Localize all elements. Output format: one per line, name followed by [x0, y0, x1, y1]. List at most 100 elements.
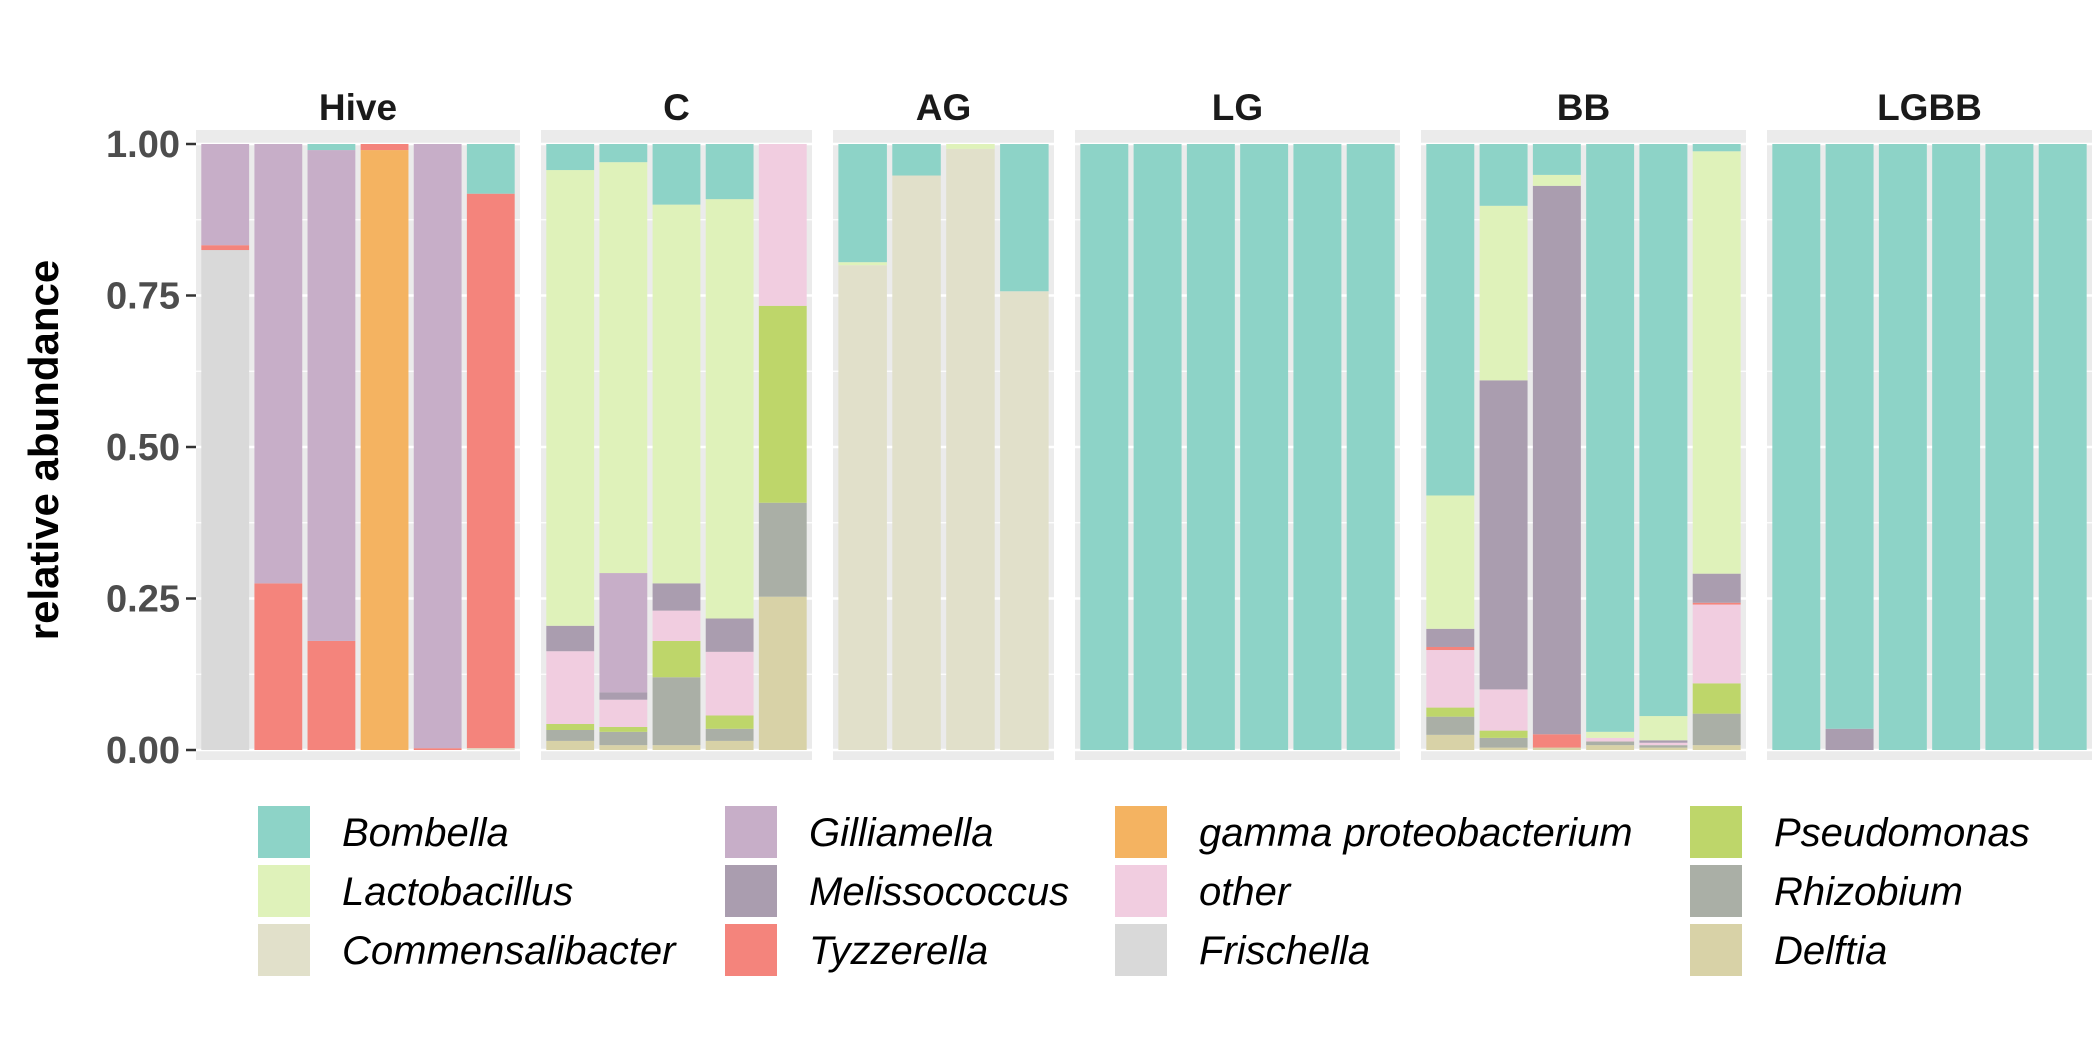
panel-background	[1767, 130, 2092, 760]
bar-segment-bombella	[1639, 144, 1688, 717]
bar-segment-lactobacillus	[1586, 731, 1635, 738]
legend-item-tyzzerella: Tyzzerella	[725, 924, 988, 976]
bar-segment-rhizobium	[1692, 713, 1741, 746]
bar-ag-4	[1000, 144, 1049, 750]
bar-segment-gilliamella	[413, 144, 462, 749]
bar-segment-bombella	[2038, 144, 2087, 750]
bar-segment-melissococcus	[1825, 728, 1874, 750]
facet-label-hive: Hive	[319, 87, 397, 128]
legend-swatch	[1115, 865, 1167, 917]
bar-segment-delftia	[705, 740, 754, 750]
bar-segment-other	[599, 699, 648, 727]
bar-segment-bombella	[705, 144, 754, 200]
bar-c-1	[546, 144, 595, 750]
bar-lgbb-4	[1932, 144, 1981, 750]
facet-label-c: C	[663, 87, 690, 128]
bar-segment-gilliamella	[599, 573, 648, 693]
bar-segment-delftia	[1479, 747, 1528, 750]
bar-segment-melissococcus	[1639, 740, 1688, 743]
bar-segment-bombella	[1240, 144, 1289, 750]
legend-label: Commensalibacter	[342, 929, 677, 973]
legend-swatch	[258, 806, 310, 858]
bar-bb-1	[1426, 144, 1475, 750]
legend-swatch	[725, 865, 777, 917]
legend-label: Melissococcus	[809, 870, 1069, 914]
legend-swatch	[725, 924, 777, 976]
facet-label-bb: BB	[1557, 87, 1610, 128]
legend-item-other: other	[1115, 865, 1292, 917]
legend-swatch	[1115, 924, 1167, 976]
bar-segment-tyzzerella	[1532, 734, 1581, 748]
bar-segment-lactobacillus	[946, 144, 995, 149]
bar-segment-other	[705, 651, 754, 716]
bar-segment-bombella	[1772, 144, 1821, 750]
legend-item-bombella: Bombella	[258, 806, 509, 858]
bar-segment-bombella	[652, 144, 701, 205]
bar-segment-melissococcus	[1426, 628, 1475, 647]
bar-segment-bombella	[1985, 144, 2034, 750]
bar-lg-3	[1186, 144, 1235, 750]
bar-segment-gilliamella	[307, 150, 356, 641]
y-axis: 0.00 0.25 0.50 0.75 1.00	[106, 124, 196, 772]
bar-segment-delftia	[758, 596, 807, 750]
bar-segment-melissococcus	[652, 583, 701, 611]
bar-bb-6	[1692, 144, 1741, 750]
panel-background	[1075, 130, 1400, 760]
bar-segment-other	[1692, 604, 1741, 684]
y-tick-label: 1.00	[106, 124, 180, 166]
legend-label: other	[1199, 870, 1292, 914]
facet-panel-ag: AG	[833, 87, 1054, 760]
bar-segment-commensalibacter	[1000, 291, 1049, 750]
bar-lgbb-1	[1772, 144, 1821, 750]
bar-bb-4	[1586, 144, 1635, 750]
bar-segment-bombella	[466, 144, 515, 194]
bar-segment-melissococcus	[546, 625, 595, 652]
legend-item-pseudomonas: Pseudomonas	[1690, 806, 2030, 858]
bar-segment-lactobacillus	[546, 170, 595, 626]
bar-segment-bombella	[1532, 144, 1581, 175]
bar-bb-2	[1479, 144, 1528, 750]
bar-segment-tyzzerella	[201, 245, 250, 251]
bar-segment-tyzzerella	[466, 193, 515, 749]
bar-segment-bombella	[599, 144, 648, 163]
bar-segment-commensalibacter	[946, 148, 995, 750]
bar-hive-1	[201, 144, 250, 751]
legend-swatch	[725, 806, 777, 858]
bar-segment-bombella	[1293, 144, 1342, 750]
bar-segment-other	[652, 610, 701, 641]
bar-segment-melissococcus	[599, 692, 648, 700]
bar-segment-bombella	[1186, 144, 1235, 750]
facet-panel-lgbb: LGBB	[1767, 87, 2092, 760]
bar-segment-tyzzerella	[1692, 602, 1741, 605]
bar-lgbb-2	[1825, 144, 1874, 750]
bar-segment-delftia	[1426, 734, 1475, 750]
bar-segment-other	[1426, 650, 1475, 708]
legend-label: Bombella	[342, 811, 509, 855]
bar-segment-bombella	[1586, 144, 1635, 732]
legend-label: Pseudomonas	[1774, 811, 2030, 855]
bar-c-4	[705, 144, 754, 750]
bar-segment-bombella	[838, 144, 887, 263]
bar-segment-delftia	[652, 745, 701, 750]
legend-label: Delftia	[1774, 929, 1887, 973]
bar-segment-rhizobium	[1479, 737, 1528, 748]
panel-background	[196, 130, 520, 760]
legend-label: Frischella	[1199, 929, 1370, 973]
bar-segment-lactobacillus	[1639, 716, 1688, 741]
bar-segment-commensalibacter	[892, 175, 941, 751]
legend-label: Tyzzerella	[809, 929, 988, 973]
bar-ag-1	[838, 144, 887, 750]
legend-swatch	[1690, 806, 1742, 858]
bar-segment-melissococcus	[705, 618, 754, 652]
bar-segment-bombella	[1878, 144, 1927, 750]
bar-lg-2	[1133, 144, 1182, 750]
facet-panel-c: C	[541, 87, 812, 760]
bar-segment-gilliamella	[201, 144, 250, 246]
bar-segment-lactobacillus	[599, 162, 648, 574]
bar-segment-pseudomonas	[1692, 683, 1741, 714]
legend-swatch	[258, 865, 310, 917]
bar-c-2	[599, 144, 648, 750]
bar-segment-delftia	[1639, 747, 1688, 750]
bar-c-5	[758, 144, 807, 750]
bar-segment-lactobacillus	[1479, 205, 1528, 381]
